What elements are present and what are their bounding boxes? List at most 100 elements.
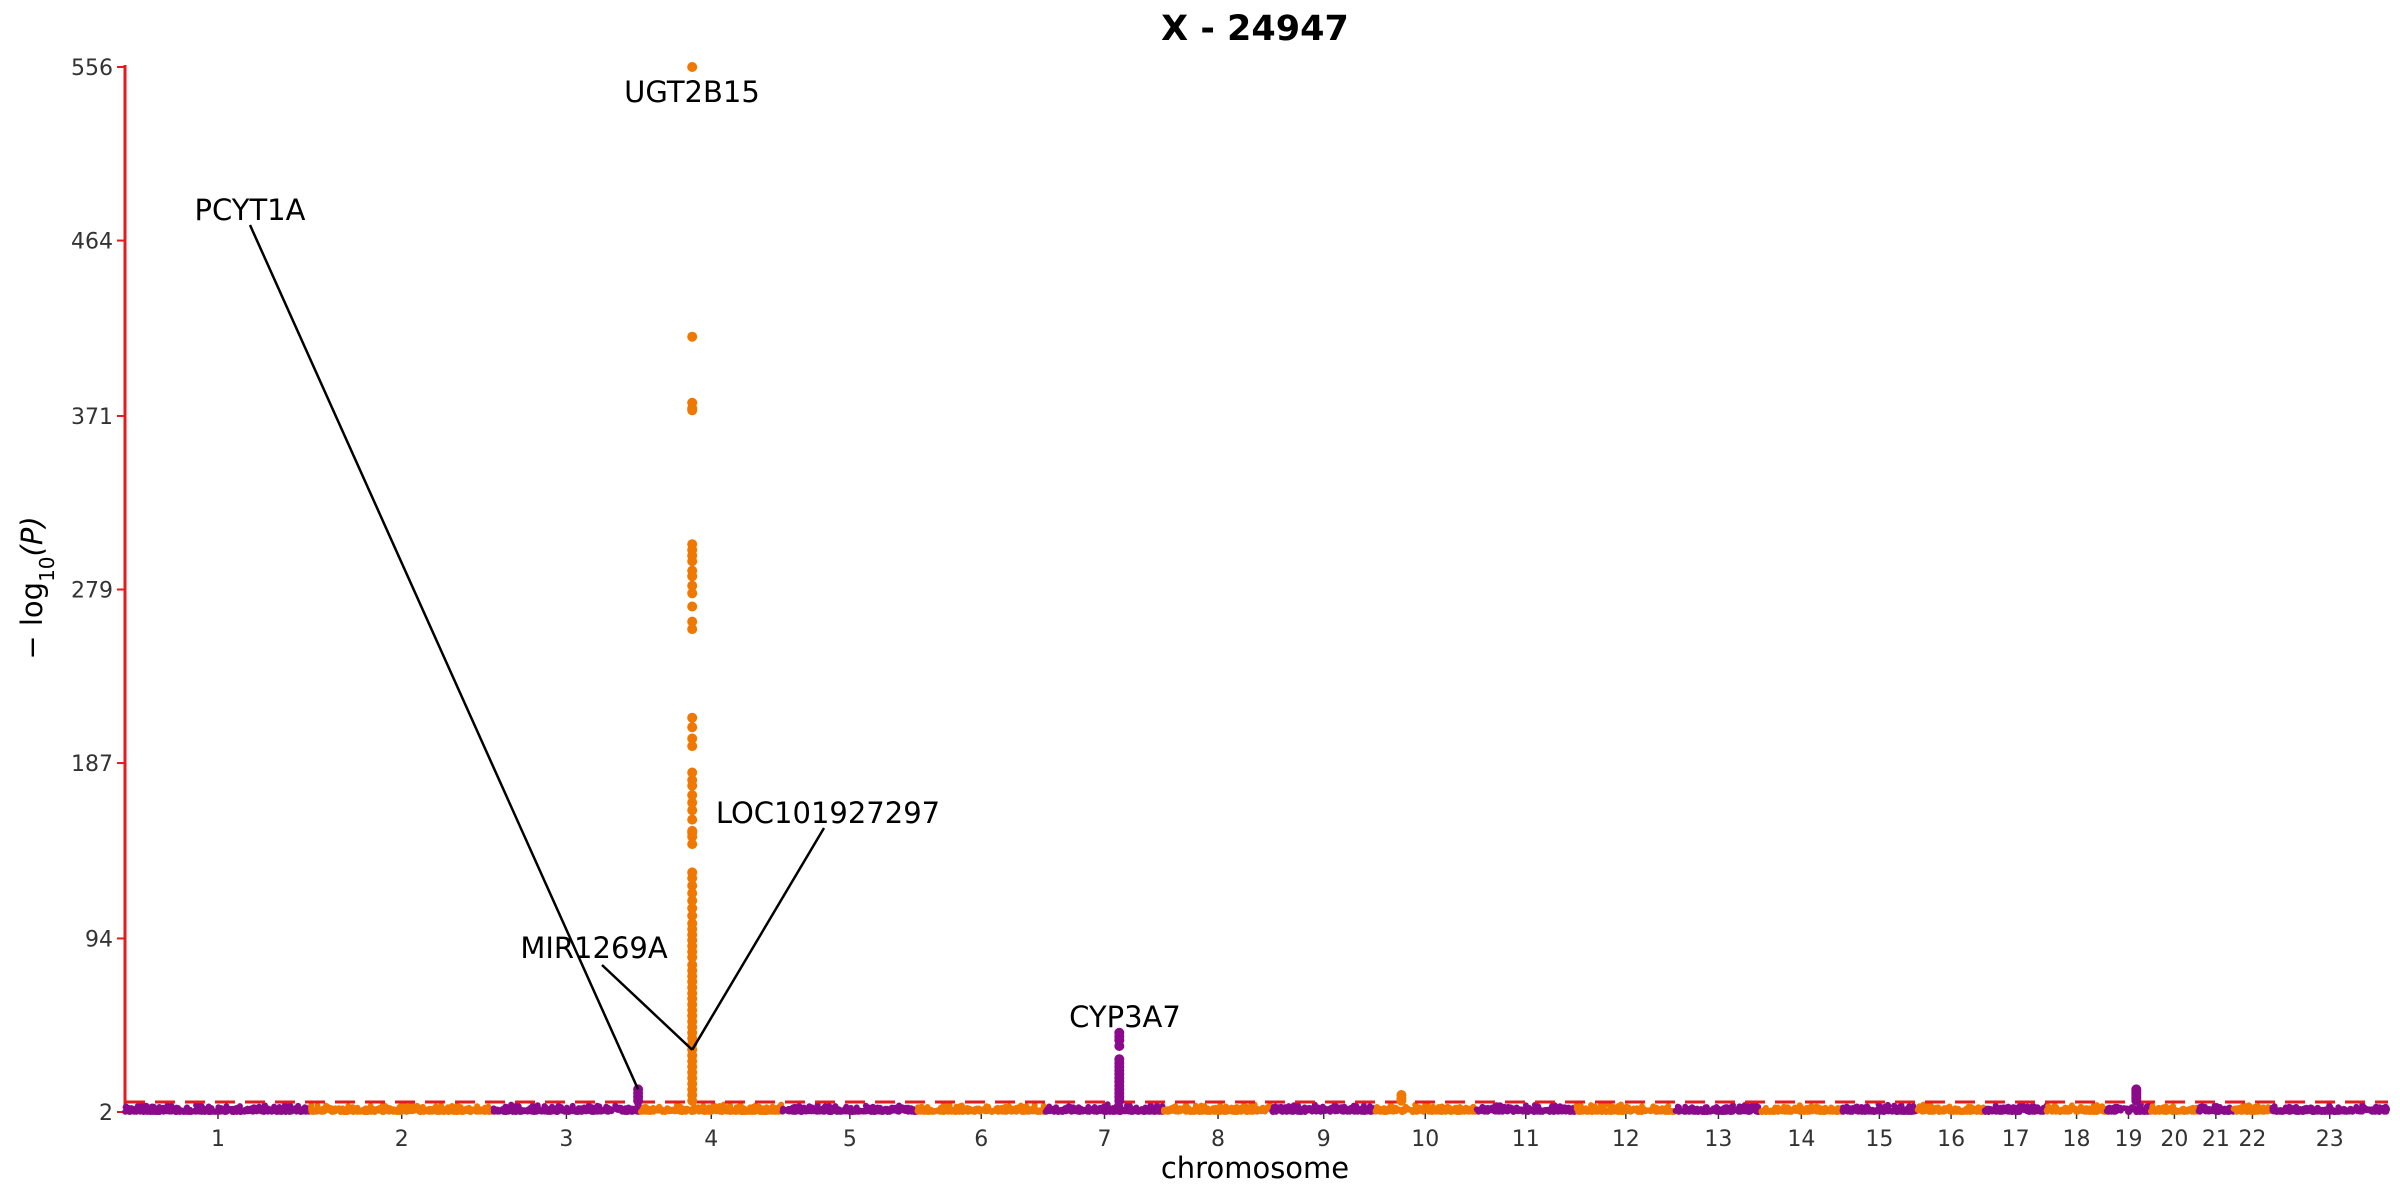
snp-point bbox=[2296, 1107, 2303, 1114]
snp-point bbox=[637, 1108, 644, 1115]
snp-point bbox=[1042, 1108, 1049, 1115]
snp-point bbox=[198, 1108, 205, 1115]
snp-point bbox=[556, 1106, 563, 1113]
y-axis-label-subscript: 10 bbox=[35, 556, 59, 581]
x-tick-label: 9 bbox=[1317, 1127, 1331, 1152]
y-tick-label: 464 bbox=[71, 230, 113, 255]
y-tick-label: 279 bbox=[71, 579, 113, 604]
snp-point bbox=[2307, 1104, 2314, 1111]
snp-point bbox=[896, 1102, 902, 1109]
snp-point bbox=[2338, 1108, 2345, 1115]
snp-point bbox=[971, 1106, 978, 1113]
snp-point bbox=[1805, 1105, 1812, 1112]
snp-point bbox=[992, 1107, 999, 1114]
snp-point bbox=[369, 1106, 376, 1113]
snp-point bbox=[688, 1109, 695, 1115]
snp-point bbox=[2117, 1105, 2123, 1112]
snp-point bbox=[588, 1107, 595, 1114]
gene-annotations: UGT2B15 PCYT1A LOC101927297 MIR1269A CYP3A7 bbox=[195, 75, 1181, 1090]
snp-point bbox=[604, 1107, 611, 1114]
snp-point bbox=[1362, 1108, 1369, 1115]
snp-point bbox=[629, 1105, 636, 1112]
snp-point-significant bbox=[687, 588, 698, 599]
snp-point bbox=[314, 1102, 321, 1109]
snp-point-significant bbox=[687, 571, 698, 582]
snp-point bbox=[175, 1105, 182, 1111]
snp-point bbox=[1676, 1108, 1683, 1115]
snp-point bbox=[2074, 1108, 2081, 1115]
snp-point bbox=[492, 1108, 499, 1115]
snp-point bbox=[2206, 1106, 2213, 1113]
snp-point bbox=[1220, 1105, 1227, 1112]
y-tick-label: 2 bbox=[99, 1101, 113, 1126]
snp-point-significant bbox=[687, 805, 698, 816]
snp-point bbox=[568, 1107, 575, 1114]
snp-point bbox=[1573, 1105, 1580, 1112]
snp-point bbox=[1684, 1106, 1691, 1113]
snp-point bbox=[1093, 1108, 1100, 1115]
x-tick-label: 18 bbox=[2063, 1127, 2091, 1152]
snp-point-significant bbox=[687, 1095, 698, 1106]
y-tick-label: 556 bbox=[71, 56, 113, 81]
snp-point bbox=[252, 1105, 259, 1112]
snp-point bbox=[1706, 1108, 1713, 1115]
snp-point bbox=[1585, 1107, 1592, 1114]
snp-point bbox=[1889, 1108, 1895, 1115]
snp-point-significant bbox=[687, 797, 698, 808]
snp-point bbox=[259, 1107, 266, 1114]
snp-point bbox=[2214, 1107, 2221, 1114]
snp-point bbox=[1181, 1105, 1188, 1112]
snp-point bbox=[1350, 1106, 1356, 1112]
snp-point-significant bbox=[1396, 1095, 1407, 1106]
snp-point bbox=[208, 1108, 215, 1115]
snp-point bbox=[2185, 1107, 2191, 1114]
snp-point bbox=[217, 1106, 224, 1113]
snp-point bbox=[2055, 1107, 2062, 1114]
snp-point bbox=[2324, 1108, 2331, 1115]
snp-point bbox=[1076, 1107, 1083, 1114]
snp-point bbox=[619, 1108, 626, 1115]
snp-point bbox=[1623, 1103, 1630, 1110]
snp-point bbox=[1909, 1103, 1916, 1110]
snp-point bbox=[1748, 1103, 1755, 1109]
snp-point bbox=[1192, 1102, 1199, 1109]
x-tick-label: 22 bbox=[2238, 1127, 2266, 1152]
snp-point bbox=[1727, 1108, 1734, 1115]
snp-point bbox=[1429, 1103, 1436, 1110]
snp-point bbox=[2160, 1106, 2167, 1112]
snp-point bbox=[705, 1108, 712, 1115]
snp-point bbox=[1647, 1107, 1654, 1114]
snp-point-significant bbox=[687, 952, 698, 963]
snp-point bbox=[183, 1105, 190, 1112]
snp-point-significant bbox=[633, 1095, 644, 1106]
snp-point bbox=[543, 1108, 550, 1115]
snp-point-significant bbox=[687, 556, 698, 567]
snp-point bbox=[294, 1107, 301, 1114]
snp-point bbox=[122, 1104, 129, 1111]
snp-point bbox=[456, 1104, 463, 1110]
snp-point bbox=[646, 1106, 653, 1113]
snp-point bbox=[2024, 1103, 2031, 1110]
snp-point bbox=[1520, 1108, 1527, 1115]
snp-point bbox=[156, 1108, 162, 1115]
snp-point bbox=[287, 1105, 294, 1112]
snp-point bbox=[1413, 1108, 1420, 1115]
snp-point bbox=[1226, 1106, 1233, 1113]
snp-point bbox=[416, 1108, 422, 1115]
snp-point bbox=[1545, 1107, 1552, 1114]
snp-point bbox=[1319, 1103, 1326, 1110]
snp-point bbox=[323, 1102, 329, 1109]
snp-point bbox=[828, 1108, 835, 1115]
snp-point bbox=[839, 1107, 846, 1114]
snp-point bbox=[732, 1108, 739, 1115]
snp-point bbox=[166, 1108, 173, 1115]
snp-point bbox=[2251, 1109, 2258, 1115]
snp-point bbox=[2045, 1103, 2052, 1110]
snp-point bbox=[1946, 1103, 1953, 1110]
snp-point bbox=[2092, 1107, 2099, 1114]
x-tick-label: 19 bbox=[2114, 1127, 2142, 1152]
snp-point-significant bbox=[687, 873, 698, 884]
snp-point bbox=[1867, 1107, 1874, 1114]
snp-point bbox=[2300, 1108, 2307, 1115]
snp-point bbox=[535, 1105, 542, 1112]
